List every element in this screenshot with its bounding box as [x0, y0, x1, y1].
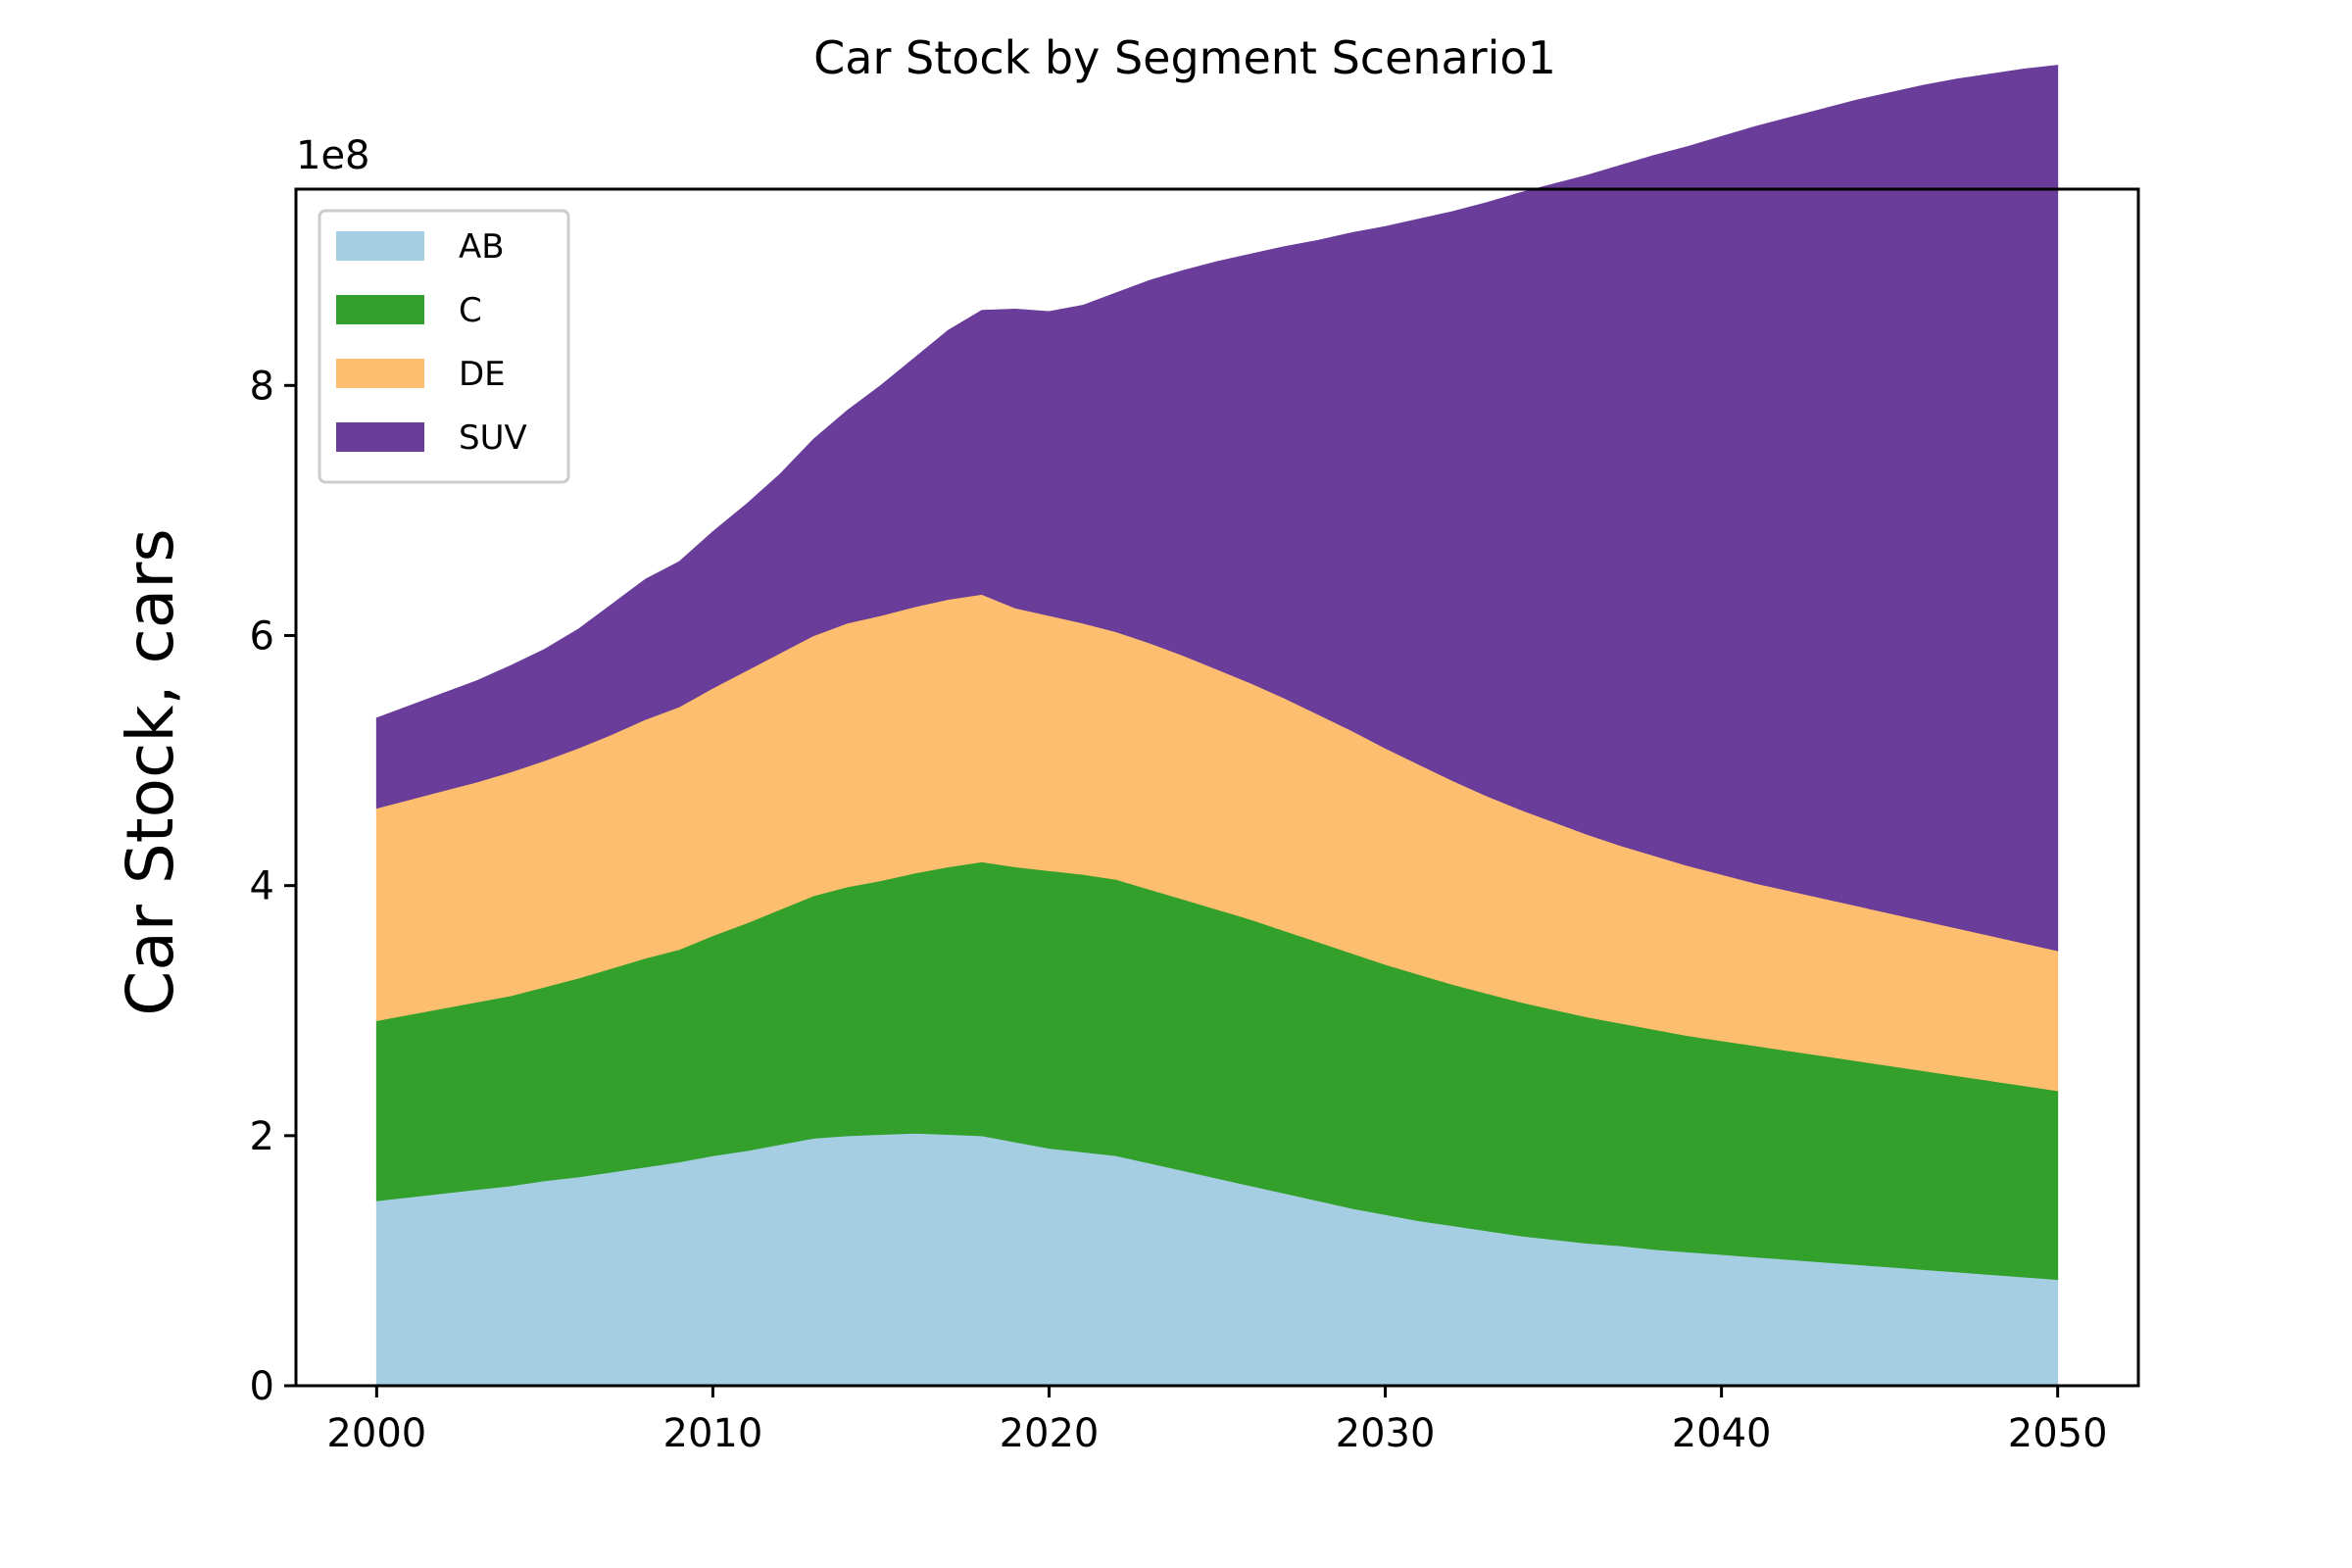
x-tick-label: 2020: [1000, 1411, 1100, 1456]
legend-label-suv: SUV: [459, 418, 527, 458]
x-axis-ticks: 2000 2010 2020 2030 2040 2050: [326, 1386, 2108, 1456]
y-axis-offset-label: 1e8: [296, 133, 370, 178]
x-tick-label: 2040: [1672, 1411, 1772, 1456]
legend-label-c: C: [459, 291, 482, 330]
legend-swatch-suv: [336, 422, 424, 452]
legend-swatch-ab: [336, 231, 424, 261]
legend-label-de: DE: [459, 355, 506, 394]
x-tick-label: 2050: [2008, 1411, 2108, 1456]
y-tick-label: 8: [250, 364, 274, 409]
chart-title: Car Stock by Segment Scenario1: [813, 31, 1556, 84]
legend: AB C DE SUV: [318, 209, 570, 484]
y-axis-label: Car Stock, cars: [113, 528, 188, 1016]
legend-swatch-c: [336, 295, 424, 324]
y-tick-label: 0: [250, 1364, 274, 1409]
legend-label-ab: AB: [459, 227, 505, 267]
area-series-suv: [375, 65, 2059, 952]
x-tick-label: 2000: [326, 1411, 426, 1456]
legend-box: [318, 209, 570, 484]
area-series-group: [375, 65, 2059, 1387]
y-axis-ticks: 0 2 4 6 8: [250, 364, 296, 1409]
legend-swatch-de: [336, 359, 424, 388]
plot-frame: [294, 187, 2140, 1388]
x-tick-label: 2010: [663, 1411, 763, 1456]
y-tick-label: 2: [250, 1114, 274, 1159]
y-tick-label: 6: [250, 613, 274, 659]
x-tick-label: 2030: [1336, 1411, 1436, 1456]
y-tick-label: 4: [250, 864, 274, 909]
